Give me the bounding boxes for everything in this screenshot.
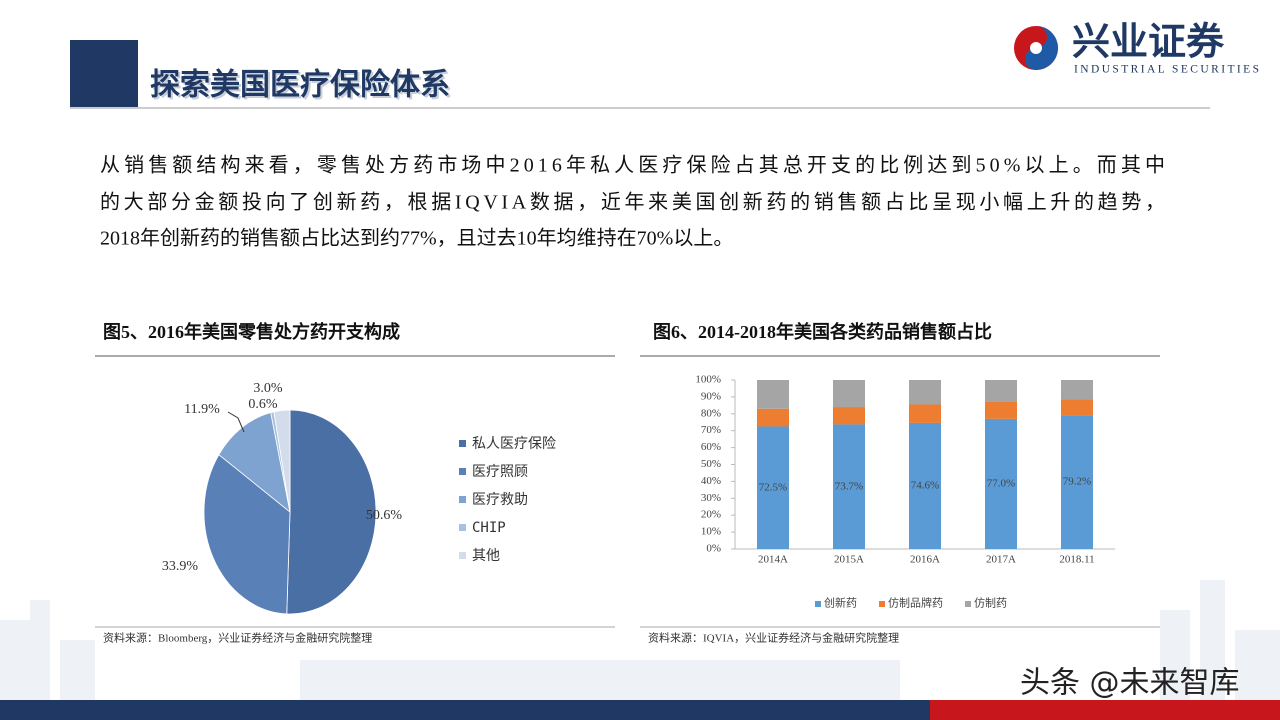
header-title: 探索美国医疗保险体系 [150,68,450,103]
data-label: 77.0% [987,477,1015,489]
bar-segment [985,418,1017,549]
logo-en: INDUSTRIAL SECURITIES [1074,64,1259,76]
bar-segment [1061,415,1093,549]
legend-swatch [879,601,885,607]
logo [1014,26,1058,70]
legend-label: 私人医疗保险 [472,436,556,452]
data-label: 79.2% [1063,476,1091,488]
pie-slice [286,409,377,615]
bar-segment [1061,399,1093,416]
legend-label: 仿制品牌药 [888,596,943,610]
x-tick-label: 2018.11 [1059,554,1094,566]
chart-title: 图6、2014-2018年美国各类药品销售额占比 [653,321,992,342]
legend-swatch [459,440,466,447]
footer-accent [930,700,1280,720]
bar-segment [909,422,941,549]
data-label: 50.6% [366,508,403,523]
bar-segment [833,407,865,425]
bar-segment [833,380,865,408]
header-title-shadow: 探索美国医疗保险体系 [152,70,452,105]
bar-segment [985,380,1017,402]
pie-slice [203,454,291,615]
legend-swatch [459,552,466,559]
legend-swatch [459,496,466,503]
data-label: 72.5% [759,481,787,493]
legend-label: 创新药 [824,596,857,610]
paragraph-line: 从销售额结构来看，零售处方药市场中2016年私人医疗保险占其总开支的比例达到50… [100,154,1165,177]
bar-segment [909,380,941,405]
bar-segment [757,426,789,549]
data-label: 3.0% [253,381,283,396]
y-tick-label: 60% [701,441,721,453]
header-block [70,40,138,107]
y-tick-label: 0% [706,543,721,555]
y-tick-label: 30% [701,492,721,504]
legend-swatch [965,601,971,607]
paragraph-line: 2018年创新药的销售额占比达到约77%，且过去10年均维持在70%以上。 [100,227,733,250]
y-tick-label: 40% [701,475,721,487]
y-tick-label: 70% [701,424,721,436]
skyline [0,580,1280,700]
x-tick-label: 2016A [910,554,940,566]
data-label: 33.9% [162,559,199,574]
data-label: 74.6% [911,479,939,491]
logo-cn: 兴业证券 [1072,20,1225,64]
y-tick-label: 50% [701,458,721,470]
watermark: 头条 @未来智库 [1020,666,1240,701]
legend-swatch [459,524,466,531]
leader-line [227,411,245,433]
y-tick-label: 90% [701,390,721,402]
bar-segment [757,408,789,427]
data-label: 11.9% [184,402,220,417]
chart-title: 图5、2016年美国零售处方药开支构成 [103,321,400,342]
legend-label: 医疗救助 [472,492,528,508]
x-tick-label: 2014A [758,554,788,566]
y-tick-label: 100% [695,374,721,386]
bar-segment [909,404,941,423]
paragraph-line: 的大部分金额投向了创新药，根据IQVIA数据，近年来美国创新药的销售额占比呈现小… [100,191,1165,214]
legend-swatch [815,601,821,607]
pie-slice [273,409,291,513]
data-label: 73.7% [835,480,863,492]
bar-segment [1061,380,1093,400]
legend-swatch [459,468,466,475]
footer-bar [0,700,930,720]
bar-segment [985,401,1017,419]
y-tick-label: 80% [701,407,721,419]
pie-slice [218,412,291,513]
x-tick-label: 2015A [834,554,864,566]
legend-label: 仿制药 [974,597,1007,610]
legend-label: CHIP [472,520,506,536]
y-tick-label: 10% [701,526,721,538]
source-note: 资料来源：IQVIA，兴业证券经济与金融研究院整理 [648,631,899,645]
bar-segment [833,424,865,549]
legend-label: 医疗照顾 [472,464,528,480]
bar-segment [757,380,789,409]
x-tick-label: 2017A [986,554,1016,566]
source-note: 资料来源：Bloomberg，兴业证券经济与金融研究院整理 [103,631,372,645]
legend-label: 其他 [472,548,500,564]
data-label: 0.6% [248,397,278,412]
y-tick-label: 20% [701,509,721,521]
